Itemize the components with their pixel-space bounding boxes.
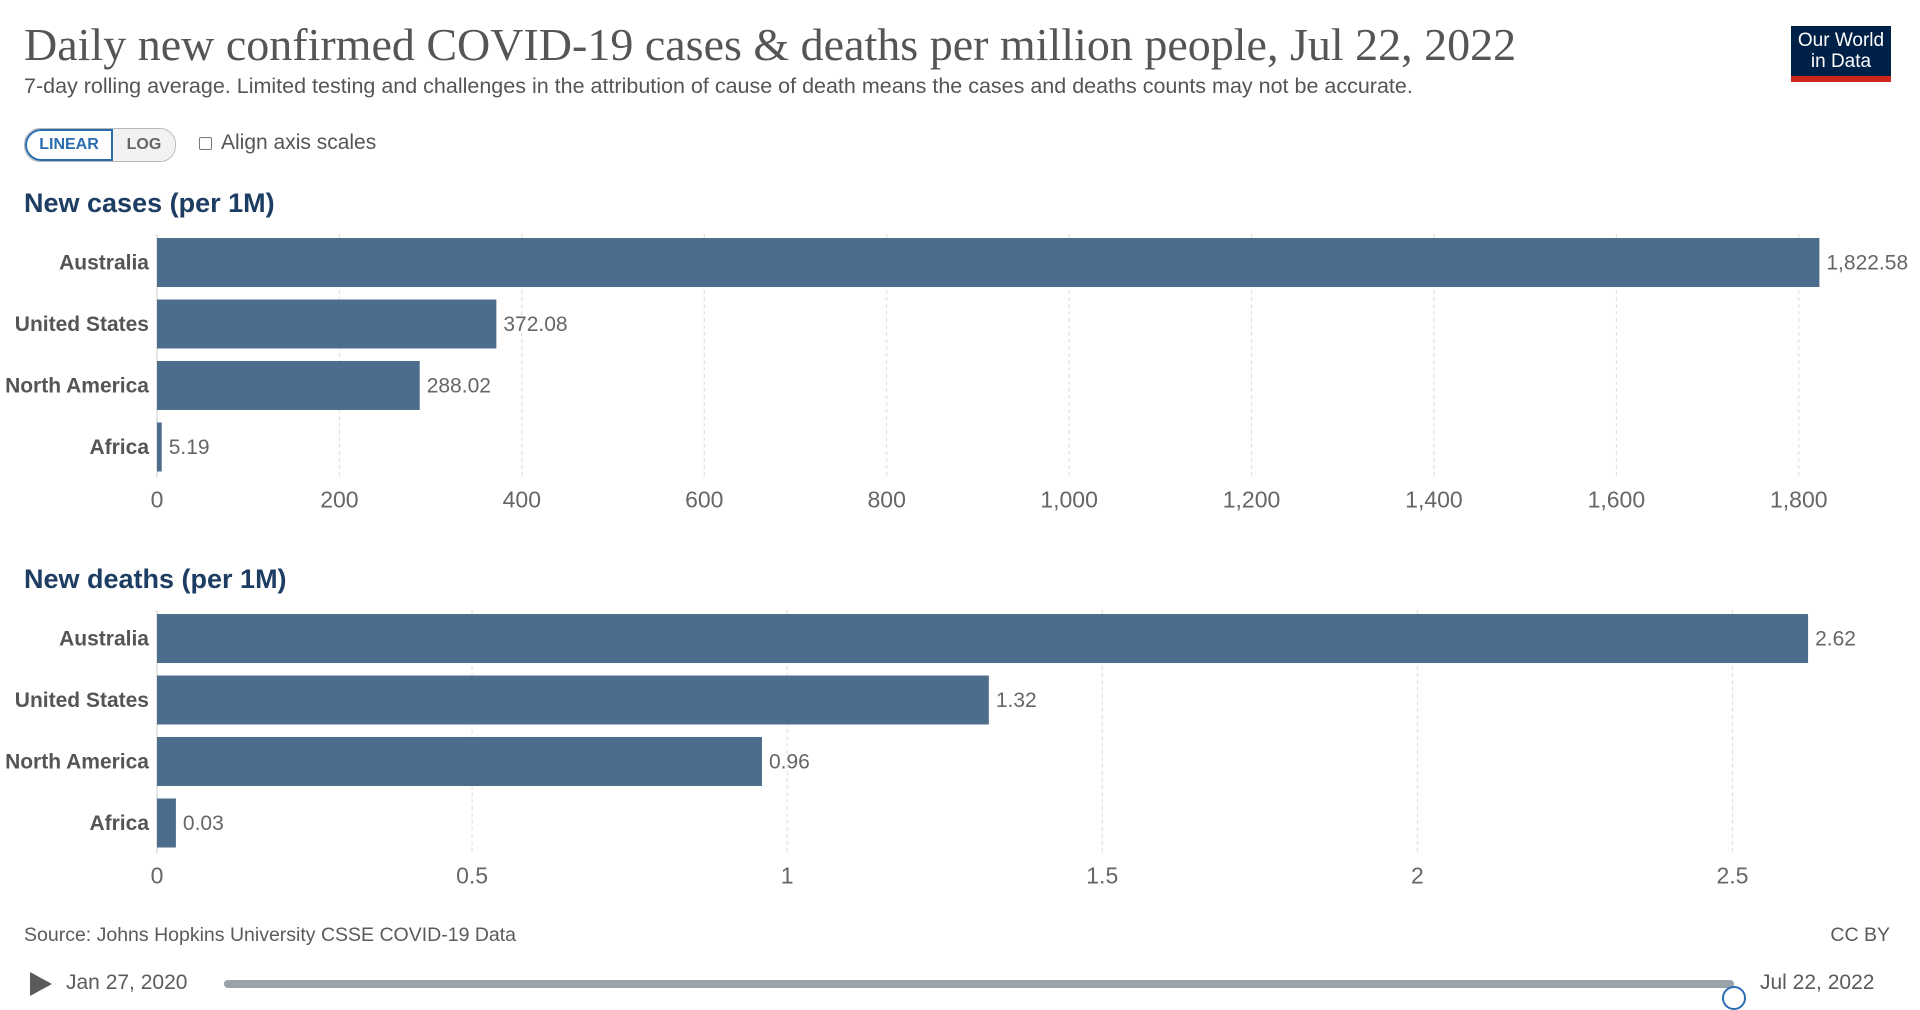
align-axis-scales-option[interactable]: Align axis scales bbox=[199, 131, 376, 155]
tick-label: 1,800 bbox=[1770, 487, 1828, 513]
value-label: 5.19 bbox=[169, 436, 210, 459]
tick-label: 1.5 bbox=[1086, 863, 1118, 889]
category-label: Africa bbox=[89, 812, 149, 835]
tick-label: 0.5 bbox=[456, 863, 488, 889]
tick-label: 200 bbox=[320, 487, 358, 513]
bar bbox=[157, 299, 497, 349]
logo-line-2: in Data bbox=[1810, 51, 1872, 72]
play-icon[interactable] bbox=[30, 972, 52, 996]
align-axis-scales-label: Align axis scales bbox=[221, 131, 377, 154]
license-link[interactable]: CC BY bbox=[1830, 924, 1890, 946]
value-label: 0.03 bbox=[183, 812, 224, 835]
bar bbox=[157, 614, 1809, 663]
tick-label: 0 bbox=[151, 487, 164, 513]
tick-label: 0 bbox=[151, 863, 164, 889]
timeline-end-date: Jul 22, 2022 bbox=[1760, 971, 1875, 994]
bar bbox=[157, 361, 420, 410]
value-label: 1,822.58 bbox=[1826, 252, 1908, 275]
bar bbox=[157, 737, 762, 786]
chart-title: Daily new confirmed COVID-19 cases & dea… bbox=[24, 19, 1517, 70]
logo-line-1: Our World bbox=[1797, 30, 1885, 51]
value-label: 2.62 bbox=[1815, 628, 1856, 651]
chart-subtitle: 7-day rolling average. Limited testing a… bbox=[24, 74, 1413, 98]
value-label: 0.96 bbox=[769, 751, 810, 774]
value-label: 288.02 bbox=[427, 375, 491, 398]
timeline: Jan 27, 2020 Jul 22, 2022 bbox=[24, 966, 1890, 1010]
category-label: North America bbox=[5, 751, 149, 774]
tick-label: 1,600 bbox=[1588, 487, 1646, 513]
bar-charts: New cases (per 1M) 0 200 400 600 800 1,000 1,20… bbox=[5, 188, 1908, 889]
panel-title: New cases (per 1M) bbox=[24, 188, 275, 218]
category-label: Australia bbox=[59, 252, 149, 275]
tick-label: 2 bbox=[1411, 863, 1424, 889]
bar bbox=[157, 798, 176, 848]
tick-label: 1 bbox=[781, 863, 794, 889]
timeline-handle[interactable] bbox=[1722, 986, 1746, 1010]
bar bbox=[157, 238, 1820, 287]
owid-logo[interactable]: Our World in Data bbox=[1791, 26, 1891, 82]
category-label: United States bbox=[15, 313, 149, 336]
tick-label: 600 bbox=[685, 487, 723, 513]
panel-title: New deaths (per 1M) bbox=[24, 564, 287, 594]
scale-toggle: LINEAR LOG bbox=[24, 128, 176, 162]
tick-label: 800 bbox=[867, 487, 905, 513]
tick-label: 1,400 bbox=[1405, 487, 1463, 513]
log-scale-button[interactable]: LOG bbox=[113, 129, 175, 161]
tick-label: 1,000 bbox=[1040, 487, 1098, 513]
category-label: United States bbox=[15, 689, 149, 712]
linear-scale-button[interactable]: LINEAR bbox=[25, 129, 113, 161]
value-label: 1.32 bbox=[996, 689, 1037, 712]
tick-label: 1,200 bbox=[1223, 487, 1281, 513]
value-label: 372.08 bbox=[503, 313, 567, 336]
tick-label: 400 bbox=[503, 487, 541, 513]
align-axis-scales-checkbox[interactable] bbox=[199, 136, 212, 150]
timeline-fill bbox=[224, 980, 1734, 988]
timeline-start-date: Jan 27, 2020 bbox=[66, 971, 188, 994]
tick-label: 2.5 bbox=[1716, 863, 1748, 889]
category-label: Australia bbox=[59, 628, 149, 651]
category-label: Africa bbox=[89, 436, 149, 459]
timeline-track[interactable] bbox=[224, 980, 1746, 1010]
bar bbox=[157, 675, 989, 725]
category-label: North America bbox=[5, 375, 149, 398]
source-note: Source: Johns Hopkins University CSSE CO… bbox=[24, 924, 517, 946]
bar bbox=[157, 422, 162, 472]
